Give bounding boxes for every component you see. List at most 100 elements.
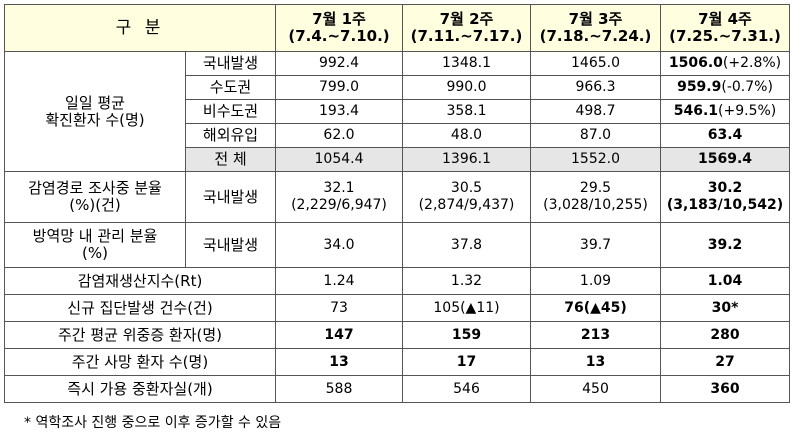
value-cell: 1552.0 <box>530 147 661 172</box>
value: 37.8 <box>450 236 483 253</box>
group-label: 방역망 내 관리 분율 (%) <box>4 222 186 268</box>
label-line: (%)(건) <box>69 196 121 214</box>
value: 1.04 <box>707 272 743 289</box>
value: 30* <box>711 299 739 316</box>
value: 1348.1 <box>442 55 491 71</box>
value-cell: 159 <box>402 321 531 349</box>
value: 1054.4 <box>314 151 364 167</box>
value-cell: 30* <box>660 294 790 322</box>
value: 147 <box>324 326 354 343</box>
stats-table: 구 분 7월 1주 (7.4.~7.10.) 7월 2주 (7.11.~7.17.) 7… <box>4 4 790 403</box>
value-cell: 27 <box>660 348 790 376</box>
count-detail: (2,874/9,437) <box>418 197 515 213</box>
value: 30.2 <box>707 180 743 196</box>
value-cell: 1.04 <box>660 267 790 295</box>
date-range: (7.25.~7.31.) <box>669 27 781 45</box>
value: 799.0 <box>318 79 360 95</box>
header-cell: 7월 3주 (7.18.~7.24.) <box>530 4 661 52</box>
value-cell: 29.5 (3,028/10,255) <box>530 171 661 223</box>
sub-label: 국내발생 <box>185 171 276 223</box>
value-cell: 193.4 <box>275 99 403 124</box>
group-label: 감염경로 조사중 분율 (%)(건) <box>4 171 186 223</box>
group-label: 감염재생산지수(Rt) <box>4 267 276 295</box>
value: 498.7 <box>575 103 616 119</box>
value-cell: 546 <box>402 375 531 403</box>
value: 32.1 <box>323 180 355 196</box>
group-label: 주간 평균 위중증 환자(명) <box>4 321 276 349</box>
value-cell: 799.0 <box>275 75 403 100</box>
header-cell: 7월 2주 (7.11.~7.17.) <box>402 4 531 52</box>
value-cell: 546.1(+9.5%) <box>660 99 790 124</box>
value-cell: 13 <box>530 348 661 376</box>
row: 일일 평균 확진환자 수(명) 국내발생 992.4 1348.1 1465.0 1506.… <box>4 51 790 172</box>
value: 159 <box>451 326 482 343</box>
row: 주간 평균 위중증 환자(명) 147 159 213 280 <box>4 321 790 349</box>
value: 959.9 <box>677 79 722 95</box>
label-line: 주간 사망 환자 수(명) <box>71 352 209 371</box>
header-cell: 7월 1주 (7.4.~7.10.) <box>275 4 403 52</box>
value: 358.1 <box>446 103 487 119</box>
label-line: 즉시 가용 중환자실(개) <box>67 379 213 398</box>
label-line: 감염재생산지수(Rt) <box>77 271 203 290</box>
value-cell: 990.0 <box>402 75 531 100</box>
row: 주간 사망 환자 수(명) 13 17 13 27 <box>4 348 790 376</box>
value: 48.0 <box>450 127 483 143</box>
value: 966.3 <box>575 79 616 95</box>
value: 280 <box>710 326 740 343</box>
change-note: (+2.8%) <box>722 55 782 71</box>
header-cell: 7월 4주 (7.25.~7.31.) <box>660 4 790 52</box>
row: 수도권 799.0 990.0 966.3 959.9(-0.7%) <box>5 75 790 100</box>
value: 34.0 <box>323 236 355 253</box>
sub-label: 국내발생 <box>185 51 276 76</box>
sub-label: 전 체 <box>185 147 276 172</box>
value-cell: 73 <box>275 294 403 322</box>
value-cell: 32.1 (2,229/6,947) <box>275 171 403 223</box>
sub-label: 비수도권 <box>185 99 276 124</box>
value: 1552.0 <box>571 151 620 167</box>
row: 신규 집단발생 건수(건) 73 105(▲11) 76(▲45) 30* <box>4 294 790 322</box>
value-cell: 1506.0(+2.8%) <box>660 51 790 76</box>
value-cell: 63.4 <box>660 123 790 148</box>
sub-label: 해외유입 <box>185 123 276 148</box>
label-line: 일일 평균 <box>65 93 125 112</box>
value: 213 <box>580 326 611 343</box>
count-detail: (2,229/6,947) <box>291 197 387 213</box>
value: 1.32 <box>450 272 483 289</box>
date-range: (7.4.~7.10.) <box>288 27 390 45</box>
value: 39.2 <box>707 236 743 253</box>
value: 193.4 <box>318 103 360 119</box>
value-cell: 1569.4 <box>660 147 790 172</box>
week: 7월 2주 <box>439 10 494 28</box>
value-cell: 13 <box>275 348 403 376</box>
value-cell: 1.32 <box>402 267 531 295</box>
value-cell: 450 <box>530 375 661 403</box>
value: 990.0 <box>446 79 487 95</box>
week: 7월 4주 <box>698 10 752 28</box>
header-row: 구 분 7월 1주 (7.4.~7.10.) 7월 2주 (7.11.~7.17.) 7… <box>4 4 790 52</box>
group-label: 주간 사망 환자 수(명) <box>4 348 276 376</box>
count-detail: (3,028/10,255) <box>543 197 648 213</box>
value: 450 <box>582 380 609 397</box>
value-cell: 992.4 <box>275 51 403 76</box>
value: 30.5 <box>450 180 483 196</box>
table-body: 일일 평균 확진환자 수(명) 국내발생 992.4 1348.1 1465.0 1506.… <box>4 51 790 403</box>
row: 전 체 1054.4 1396.1 1552.0 1569.4 <box>5 147 790 172</box>
change-note: (-0.7%) <box>721 79 773 95</box>
value: 992.4 <box>318 55 360 71</box>
value-cell: 1.09 <box>530 267 661 295</box>
value: 1.24 <box>323 272 355 289</box>
value: 63.4 <box>707 127 743 143</box>
row: 방역망 내 관리 분율 (%) 국내발생 34.0 37.8 39.7 39.2 <box>4 222 790 268</box>
value: 1396.1 <box>442 151 491 167</box>
count-detail: (3,183/10,542) <box>666 197 784 213</box>
value-cell: 105(▲11) <box>402 294 531 322</box>
value-cell: 1396.1 <box>402 147 531 172</box>
value-cell: 966.3 <box>530 75 661 100</box>
row: 감염재생산지수(Rt) 1.24 1.32 1.09 1.04 <box>4 267 790 295</box>
label-line: 확진환자 수(명) <box>45 110 145 129</box>
date-range: (7.11.~7.17.) <box>410 27 523 45</box>
value: 39.7 <box>579 236 612 253</box>
value-cell: 17 <box>402 348 531 376</box>
week: 7월 1주 <box>312 10 366 28</box>
value-cell: 87.0 <box>530 123 661 148</box>
